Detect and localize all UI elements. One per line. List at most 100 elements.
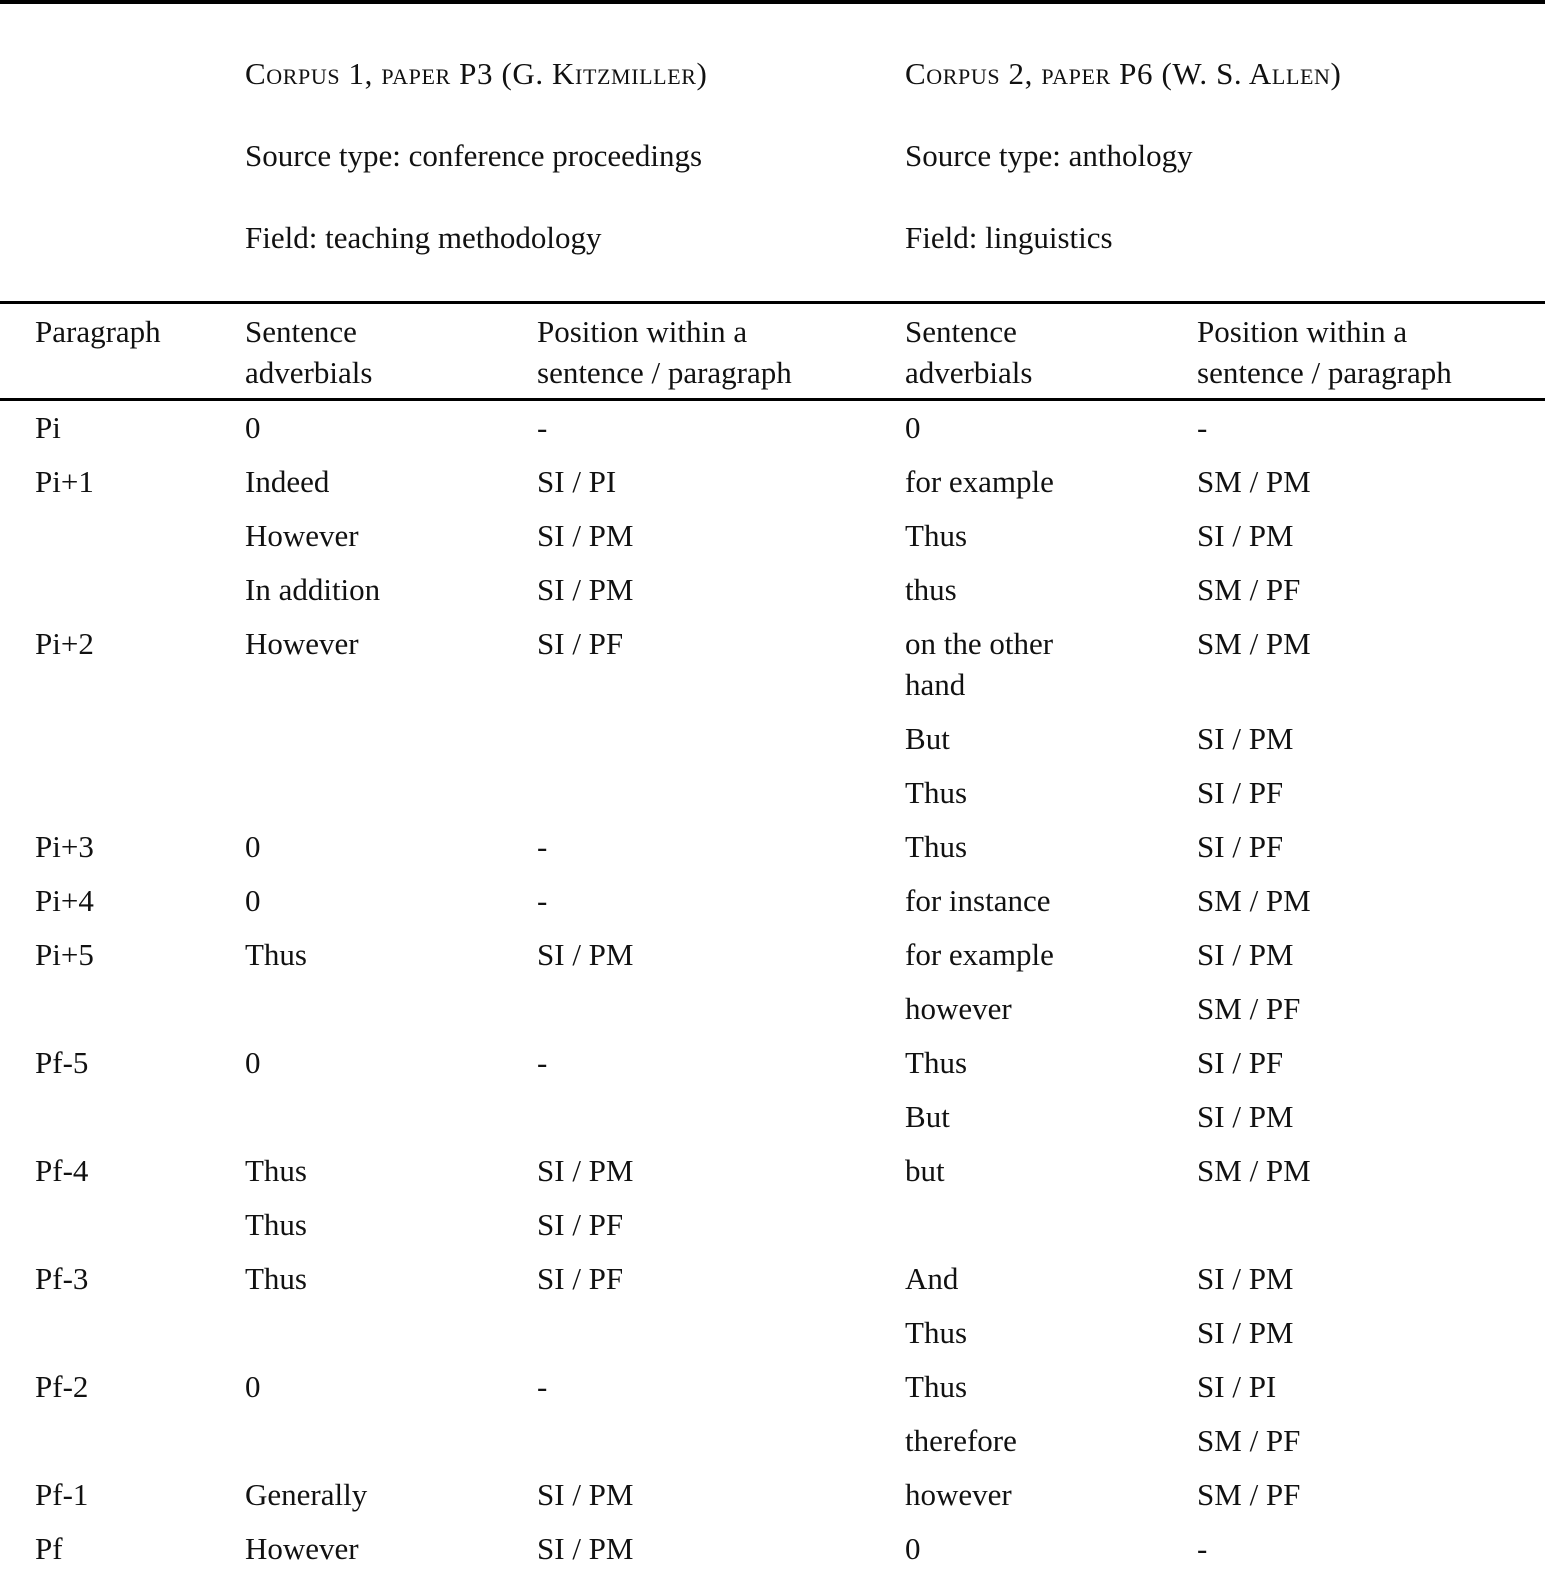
table-cell [537, 712, 905, 766]
table-cell [245, 712, 537, 766]
table-cell: Thus [245, 1144, 537, 1198]
table-cell: Thus [905, 766, 1197, 820]
table-cell [0, 982, 245, 1036]
table-cell [245, 1090, 537, 1144]
column-header-row: Paragraph Sentence adverbials Position w… [0, 303, 1545, 400]
table-cell: 0 [245, 1360, 537, 1414]
table-cell: Generally [245, 1468, 537, 1522]
table-cell: Thus [245, 1252, 537, 1306]
table-cell: SI / PI [537, 455, 905, 509]
table-cell: SM / PF [1197, 563, 1545, 617]
table-cell: Pf [0, 1522, 245, 1576]
table-cell [245, 1414, 537, 1468]
table-cell [537, 982, 905, 1036]
table-cell: - [537, 1036, 905, 1090]
table-cell: Pi+1 [0, 455, 245, 509]
table-cell: However [245, 1522, 537, 1576]
corpus-header-row: Corpus 1, paper P3 (G. Kitzmiller) Sourc… [0, 2, 1545, 303]
table-cell [537, 1414, 905, 1468]
table-cell: Pi+5 [0, 928, 245, 982]
table-cell [905, 1198, 1197, 1252]
column-header-position-2: Position within a sentence / paragraph [1197, 303, 1545, 400]
table-cell: SM / PF [1197, 1468, 1545, 1522]
table-cell: SI / PM [1197, 509, 1545, 563]
corpus-1-title: Corpus 1, paper P3 (G. Kitzmiller) [245, 53, 895, 94]
table-cell: SI / PI [1197, 1360, 1545, 1414]
table-cell: However [245, 617, 537, 712]
table-cell: SI / PF [1197, 820, 1545, 874]
table-cell: however [905, 982, 1197, 1036]
table-cell [0, 1306, 245, 1360]
table-cell: Pf-5 [0, 1036, 245, 1090]
column-header-sentence-adverbials-1: Sentence adverbials [245, 303, 537, 400]
corpus-header-spacer [0, 2, 245, 303]
table-cell [0, 766, 245, 820]
table-cell: Thus [905, 1306, 1197, 1360]
table-cell: SM / PM [1197, 874, 1545, 928]
table-cell: however [905, 1468, 1197, 1522]
table-cell [537, 1090, 905, 1144]
table-cell: 0 [245, 1036, 537, 1090]
table-cell: therefore [905, 1414, 1197, 1468]
table-cell [537, 1306, 905, 1360]
table-cell: SI / PF [537, 1198, 905, 1252]
table-cell: 0 [245, 820, 537, 874]
table-cell: Thus [905, 509, 1197, 563]
table-cell [245, 1306, 537, 1360]
corpus-2-header: Corpus 2, paper P6 (W. S. Allen) Source … [905, 2, 1545, 303]
corpus-2-field: Field: linguistics [905, 217, 1535, 258]
table-cell [245, 982, 537, 1036]
table-cell [537, 766, 905, 820]
corpus-1-source-type: Source type: conference proceedings [245, 135, 895, 176]
table-cell: In addition [245, 563, 537, 617]
table-cell: SM / PF [1197, 982, 1545, 1036]
table-cell: Pf-3 [0, 1252, 245, 1306]
table-cell: Pi [0, 400, 245, 456]
table-cell: - [537, 400, 905, 456]
table-cell: Thus [245, 1198, 537, 1252]
table-cell: 0 [905, 1522, 1197, 1576]
table-cell: Thus [905, 820, 1197, 874]
table-cell: SI / PM [1197, 1252, 1545, 1306]
column-header-position-1: Position within a sentence / paragraph [537, 303, 905, 400]
table-cell [0, 1414, 245, 1468]
table-cell: SI / PM [1197, 1306, 1545, 1360]
table-cell: but [905, 1144, 1197, 1198]
table-cell: for example [905, 928, 1197, 982]
corpus-2-source-type: Source type: anthology [905, 135, 1535, 176]
table-cell: Thus [905, 1360, 1197, 1414]
corpus-1-field: Field: teaching methodology [245, 217, 895, 258]
table-cell: SI / PM [537, 1144, 905, 1198]
table-cell: SI / PF [537, 1252, 905, 1306]
table-cell: SI / PM [1197, 712, 1545, 766]
table-cell: on the other hand [905, 617, 1197, 712]
table-cell: Pi+4 [0, 874, 245, 928]
table-cell: SM / PM [1197, 617, 1545, 712]
table-cell: - [1197, 400, 1545, 456]
table-cell: But [905, 1090, 1197, 1144]
table-cell: Pi+2 [0, 617, 245, 712]
table-cell: SM / PM [1197, 1144, 1545, 1198]
table-cell: - [537, 820, 905, 874]
table-cell: Thus [905, 1036, 1197, 1090]
table-cell: for example [905, 455, 1197, 509]
